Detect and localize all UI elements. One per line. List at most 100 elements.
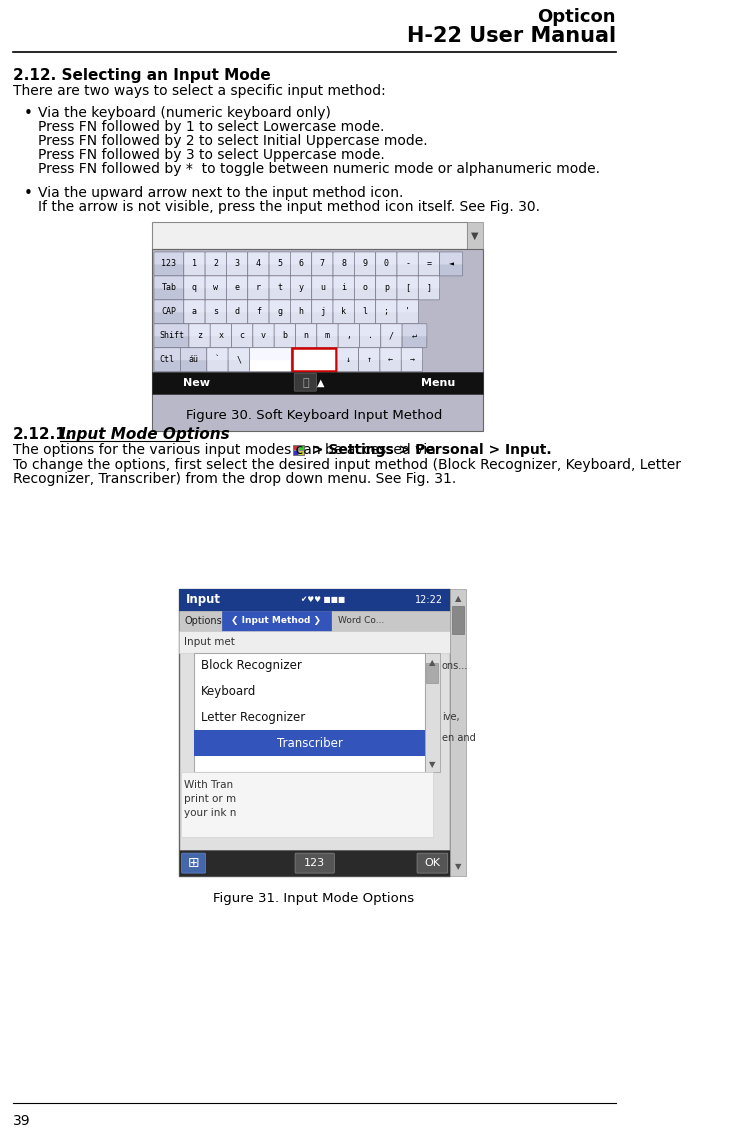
Bar [152, 250, 483, 431]
FancyBboxPatch shape [402, 323, 427, 347]
FancyBboxPatch shape [207, 348, 228, 360]
FancyBboxPatch shape [312, 301, 332, 312]
FancyBboxPatch shape [154, 276, 184, 288]
Text: -: - [405, 259, 411, 268]
Text: ▲: ▲ [429, 658, 436, 667]
Bar [425, 653, 440, 772]
FancyBboxPatch shape [354, 301, 375, 312]
Text: Options: Options [184, 615, 222, 625]
Bar [294, 450, 298, 455]
Text: m: m [325, 331, 330, 340]
FancyBboxPatch shape [397, 301, 418, 312]
Text: With Tran: With Tran [184, 780, 234, 791]
Bar [179, 589, 450, 877]
Text: •: • [24, 106, 32, 121]
FancyBboxPatch shape [312, 252, 332, 265]
Text: 3: 3 [234, 259, 240, 268]
Text: 8: 8 [341, 259, 346, 268]
Text: ]: ] [427, 284, 431, 293]
Text: x: x [218, 331, 223, 340]
FancyBboxPatch shape [232, 325, 253, 336]
FancyBboxPatch shape [354, 300, 376, 323]
Text: ▲: ▲ [455, 594, 461, 603]
Text: `: ` [215, 355, 220, 364]
FancyBboxPatch shape [184, 252, 205, 265]
FancyBboxPatch shape [376, 252, 397, 276]
Text: Press FN followed by 1 to select Lowercase mode.: Press FN followed by 1 to select Lowerca… [38, 120, 385, 133]
FancyBboxPatch shape [181, 348, 206, 360]
FancyBboxPatch shape [211, 325, 231, 336]
Text: Transcriber: Transcriber [276, 737, 343, 750]
Bar [294, 446, 298, 450]
Text: en and: en and [441, 733, 475, 743]
FancyBboxPatch shape [181, 347, 207, 372]
FancyBboxPatch shape [397, 252, 418, 265]
Text: ◄: ◄ [449, 259, 454, 268]
Text: l: l [363, 308, 368, 317]
FancyBboxPatch shape [207, 347, 228, 372]
FancyBboxPatch shape [184, 252, 205, 276]
Text: 6: 6 [298, 259, 304, 268]
Text: ▼: ▼ [429, 760, 436, 769]
Bar [179, 589, 450, 611]
FancyBboxPatch shape [397, 300, 419, 323]
Text: p: p [384, 284, 389, 293]
Text: 12:22: 12:22 [416, 595, 444, 605]
FancyBboxPatch shape [154, 347, 181, 372]
Text: s: s [213, 308, 218, 317]
FancyBboxPatch shape [270, 252, 290, 265]
FancyBboxPatch shape [338, 347, 359, 372]
Text: n: n [304, 331, 309, 340]
Text: Press FN followed by *  to toggle between numeric mode or alphanumeric mode.: Press FN followed by * to toggle between… [38, 162, 601, 175]
FancyBboxPatch shape [381, 325, 402, 336]
Text: c: c [240, 331, 245, 340]
Bar [452, 606, 464, 633]
Bar [427, 663, 439, 682]
FancyBboxPatch shape [184, 301, 205, 312]
Text: 7: 7 [320, 259, 325, 268]
Text: r: r [256, 284, 261, 293]
Text: The options for the various input modes can be accessed via: The options for the various input modes … [13, 443, 436, 457]
FancyBboxPatch shape [184, 300, 205, 323]
FancyBboxPatch shape [419, 276, 440, 300]
FancyBboxPatch shape [226, 276, 248, 300]
FancyBboxPatch shape [338, 325, 359, 336]
FancyBboxPatch shape [376, 276, 397, 300]
FancyBboxPatch shape [333, 252, 354, 276]
Text: To change the options, first select the desired input method (Block Recognizer, : To change the options, first select the … [13, 458, 681, 472]
FancyBboxPatch shape [333, 300, 354, 323]
FancyBboxPatch shape [210, 323, 231, 347]
Text: q: q [192, 284, 197, 293]
FancyBboxPatch shape [248, 252, 269, 276]
FancyBboxPatch shape [417, 853, 448, 873]
FancyBboxPatch shape [290, 300, 312, 323]
FancyBboxPatch shape [354, 276, 376, 300]
FancyBboxPatch shape [333, 301, 354, 312]
FancyBboxPatch shape [206, 276, 226, 288]
Bar [195, 653, 425, 772]
Text: v: v [261, 331, 266, 340]
FancyBboxPatch shape [401, 347, 422, 372]
Text: Recognizer, Transcriber) from the drop down menu. See Fig. 31.: Recognizer, Transcriber) from the drop d… [13, 472, 456, 486]
FancyBboxPatch shape [419, 252, 439, 265]
FancyBboxPatch shape [376, 300, 397, 323]
FancyBboxPatch shape [206, 252, 226, 265]
FancyBboxPatch shape [333, 276, 354, 288]
Bar [152, 372, 483, 394]
Text: u: u [320, 284, 325, 293]
FancyBboxPatch shape [227, 301, 248, 312]
Text: •: • [24, 185, 32, 200]
FancyBboxPatch shape [248, 276, 269, 300]
Text: Menu: Menu [422, 378, 455, 388]
Text: Tab: Tab [161, 284, 176, 293]
Text: There are two ways to select a specific input method:: There are two ways to select a specific … [13, 84, 385, 97]
Text: OK: OK [425, 858, 441, 869]
FancyBboxPatch shape [154, 300, 184, 323]
FancyBboxPatch shape [248, 301, 269, 312]
FancyBboxPatch shape [380, 347, 401, 372]
Text: If the arrow is not visible, press the input method icon itself. See Fig. 30.: If the arrow is not visible, press the i… [38, 199, 540, 214]
FancyBboxPatch shape [354, 252, 375, 265]
Bar [152, 222, 467, 250]
FancyBboxPatch shape [317, 323, 338, 347]
Text: ✔♥♥ ■■■: ✔♥♥ ■■■ [301, 595, 346, 604]
